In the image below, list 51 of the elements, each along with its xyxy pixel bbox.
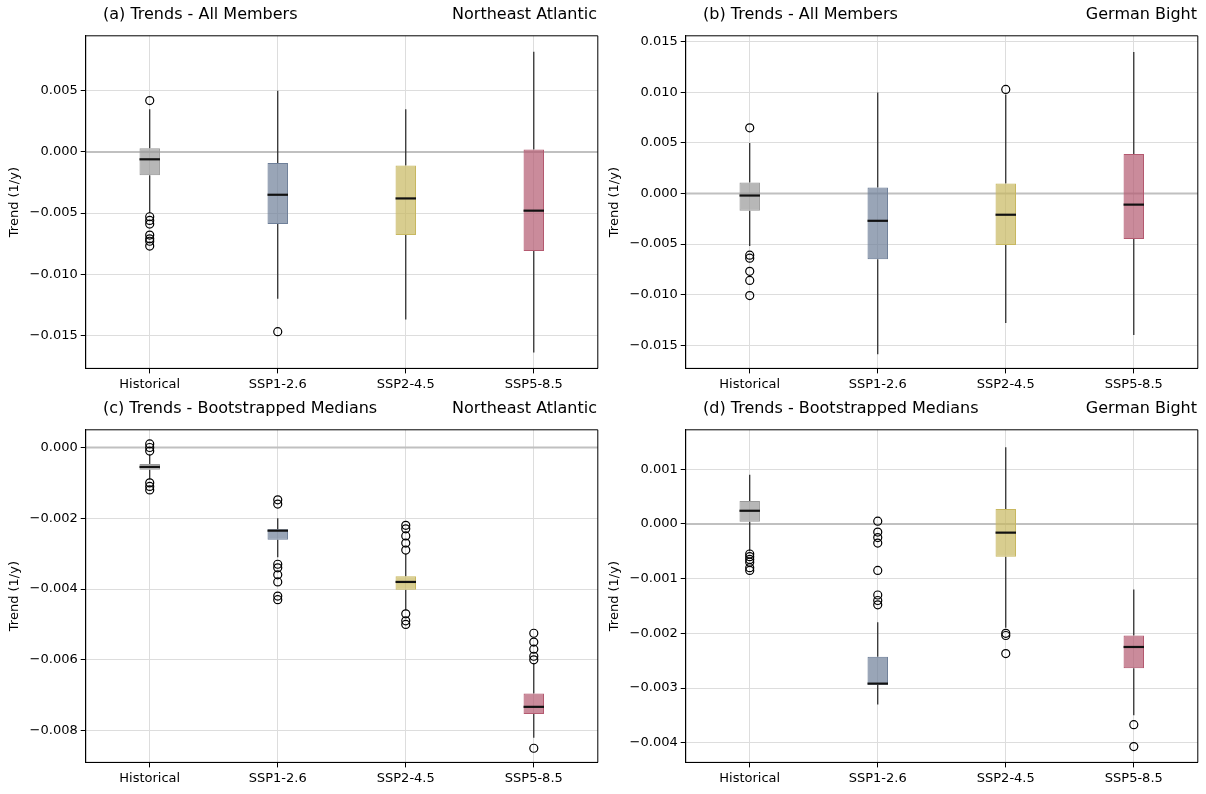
y-tick-label: 0.010 [640,83,678,99]
x-tick-label: SSP5-8.5 [1104,769,1163,785]
chart-title: (d) Trends - Bootstrapped Medians [703,397,979,419]
x-tick-label: Historical [119,769,181,785]
y-tick-label: −0.008 [29,721,78,737]
x-tick-label: Historical [719,375,781,391]
y-axis-title: Trend (1/y) [606,561,622,633]
x-tick-label: SSP2-4.5 [976,769,1035,785]
y-tick-label: −0.006 [29,651,78,667]
y-tick-label: −0.015 [29,326,78,342]
y-tick-label: −0.004 [629,734,678,750]
y-tick-label: −0.001 [629,569,678,585]
x-tick-label: SSP2-4.5 [976,375,1035,391]
chart-title: (b) Trends - All Members [703,3,898,25]
y-tick-label: −0.015 [629,336,678,352]
x-tick-label: SSP1-2.6 [848,375,907,391]
y-tick-label: 0.000 [640,184,678,200]
y-tick-label: −0.002 [29,509,78,525]
y-tick-label: 0.005 [40,82,78,98]
x-tick-label: SSP5-8.5 [1104,375,1163,391]
chart-subtitle: German Bight [1085,397,1197,419]
y-axis-title: Trend (1/y) [6,167,22,239]
y-tick-label: −0.004 [29,580,78,596]
chart-title: (a) Trends - All Members [103,3,298,25]
chart-subtitle: Northeast Atlantic [452,397,597,419]
y-tick-label: 0.000 [40,438,78,454]
y-axis-title: Trend (1/y) [6,561,22,633]
y-tick-label: −0.002 [629,624,678,640]
y-tick-label: 0.001 [640,460,678,476]
x-tick-label: SSP1-2.6 [848,769,907,785]
y-tick-label: −0.005 [29,204,78,220]
chart-subtitle: German Bight [1085,3,1197,25]
x-tick-label: SSP5-8.5 [504,769,563,785]
y-tick-label: −0.003 [629,679,678,695]
x-tick-label: SSP2-4.5 [376,375,435,391]
y-tick-label: −0.010 [629,285,678,301]
x-tick-label: Historical [119,375,181,391]
chart-title: (c) Trends - Bootstrapped Medians [103,397,378,419]
x-tick-label: SSP2-4.5 [376,769,435,785]
y-axis-title: Trend (1/y) [606,167,622,239]
chart-subtitle: Northeast Atlantic [452,3,597,25]
y-tick-label: 0.015 [640,33,678,49]
y-tick-label: 0.000 [640,515,678,531]
x-tick-label: SSP1-2.6 [248,375,307,391]
x-tick-label: SSP1-2.6 [248,769,307,785]
y-tick-label: 0.005 [640,134,678,150]
y-tick-label: −0.005 [629,235,678,251]
x-tick-label: SSP5-8.5 [504,375,563,391]
y-tick-label: 0.000 [40,143,78,159]
x-tick-label: Historical [719,769,781,785]
y-tick-label: −0.010 [29,265,78,281]
